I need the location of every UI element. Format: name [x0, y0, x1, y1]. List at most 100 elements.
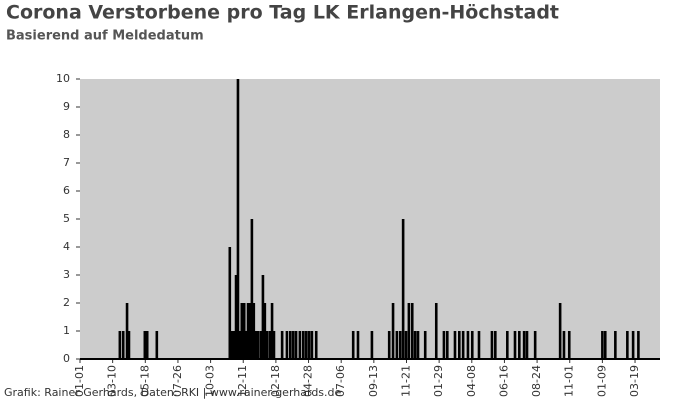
y-tick-label: 8: [63, 128, 70, 141]
bar: [490, 331, 494, 359]
bar: [310, 331, 314, 359]
bar: [518, 331, 521, 359]
bar: [248, 303, 252, 359]
bar: [461, 331, 465, 359]
footer: Grafik: Rainer Gerhards, Daten: RKI | ww…: [4, 386, 342, 399]
bar: [268, 331, 272, 359]
bar: [270, 303, 274, 359]
x-tick-label: 02-18: [269, 365, 282, 397]
bar: [314, 331, 318, 359]
plot: 0 1 2 3 4 5 6 7 8 9 10 01-01 03-10 05-18 07-26 10-03 12-…: [56, 72, 660, 397]
plot-background: [80, 79, 660, 359]
bar: [494, 331, 497, 359]
bar: [118, 331, 122, 359]
y-tick-label: 9: [63, 100, 70, 113]
bar: [404, 331, 408, 359]
bar: [601, 331, 604, 359]
bar: [298, 331, 302, 359]
bar: [291, 331, 295, 359]
x-tick-label: 07-06: [334, 365, 347, 397]
chart-subtitle: Basierend auf Meldedatum: [6, 29, 204, 44]
y-tick-label: 0: [63, 352, 70, 365]
bar: [285, 331, 289, 359]
bar: [387, 331, 391, 359]
bar: [506, 331, 509, 359]
bar: [525, 331, 529, 359]
bar: [410, 303, 414, 359]
bar: [304, 331, 308, 359]
bar: [238, 331, 242, 359]
bar: [125, 303, 129, 359]
bar: [263, 303, 267, 359]
bar: [466, 331, 470, 359]
bar: [434, 303, 438, 359]
x-tick-label: 11-01: [563, 365, 576, 397]
bar: [442, 331, 446, 359]
bar: [351, 331, 355, 359]
x-tick-label: 01-29: [432, 365, 445, 397]
x-tick-label: 10-03: [204, 365, 217, 397]
y-tick-label: 1: [63, 324, 70, 337]
bar: [395, 331, 399, 359]
bar: [401, 219, 405, 359]
bar: [280, 331, 284, 359]
x-tick-label: 03-19: [628, 365, 641, 397]
y-tick-label: 10: [56, 72, 70, 85]
bar: [470, 331, 474, 359]
bar: [356, 331, 360, 359]
x-tick-label: 11-21: [399, 365, 412, 397]
bar: [614, 331, 617, 359]
bar: [143, 331, 147, 359]
bar: [533, 331, 537, 359]
bar: [230, 331, 234, 359]
bar: [370, 331, 374, 359]
bar: [244, 331, 248, 359]
bar: [121, 331, 125, 359]
bar: [423, 331, 427, 359]
bar: [407, 303, 411, 359]
bar: [232, 331, 236, 359]
chart-title: Corona Verstorbene pro Tag LK Erlangen-H…: [6, 2, 559, 24]
bar: [288, 331, 292, 359]
y-tick-label: 7: [63, 156, 70, 169]
bar: [637, 331, 640, 359]
bar: [236, 79, 240, 359]
bar: [246, 303, 250, 359]
bar: [228, 247, 232, 359]
bar: [254, 331, 258, 359]
bar: [398, 331, 402, 359]
bar: [416, 331, 420, 359]
bar: [567, 331, 571, 359]
bar: [261, 275, 265, 359]
y-tick-label: 5: [63, 212, 70, 225]
bar: [631, 331, 635, 359]
bar: [453, 331, 457, 359]
x-tick-label: 01-01: [73, 365, 86, 397]
x-tick-label: 04-28: [302, 365, 315, 397]
bar: [127, 331, 131, 359]
y-tick-label: 4: [63, 240, 70, 253]
x-tick-label: 06-16: [497, 365, 510, 397]
x-tick-label: 01-09: [595, 365, 608, 397]
bar: [294, 331, 298, 359]
bar: [265, 331, 269, 359]
y-tick-label: 3: [63, 268, 70, 281]
bar: [301, 331, 305, 359]
bar: [307, 331, 311, 359]
bar: [259, 331, 263, 359]
y-tick-label: 2: [63, 296, 70, 309]
x-tick-label: 05-18: [138, 365, 151, 397]
bar: [272, 331, 276, 359]
bar: [562, 331, 566, 359]
x-tick-label: 09-13: [367, 365, 380, 397]
bar: [240, 303, 244, 359]
bar: [458, 331, 461, 359]
x-tick-label: 03-10: [106, 365, 119, 397]
bar: [250, 219, 254, 359]
bar: [626, 331, 629, 359]
bar: [234, 275, 238, 359]
bar: [446, 331, 449, 359]
bar: [242, 303, 246, 359]
bar: [391, 303, 395, 359]
